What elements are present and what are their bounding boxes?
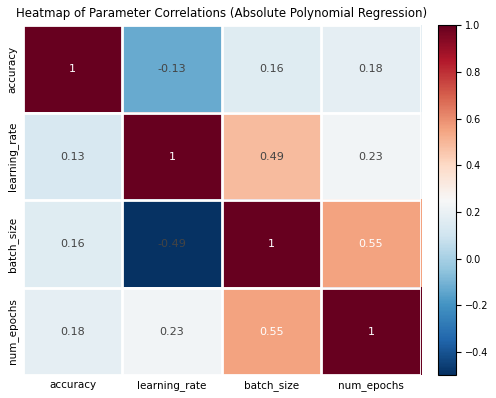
Text: 1: 1 (69, 64, 76, 74)
Text: 0.18: 0.18 (60, 326, 85, 337)
Text: 1: 1 (268, 239, 275, 249)
Text: 0.55: 0.55 (359, 239, 383, 249)
Text: 1: 1 (169, 152, 176, 162)
Text: 0.16: 0.16 (60, 239, 85, 249)
Text: -0.49: -0.49 (158, 239, 186, 249)
Text: 0.16: 0.16 (259, 64, 284, 74)
Text: -0.13: -0.13 (158, 64, 186, 74)
Text: 1: 1 (368, 326, 374, 337)
Text: 0.55: 0.55 (259, 326, 284, 337)
Text: 0.23: 0.23 (160, 326, 185, 337)
Text: 0.49: 0.49 (259, 152, 284, 162)
Text: 0.13: 0.13 (60, 152, 85, 162)
Title: Heatmap of Parameter Correlations (Absolute Polynomial Regression): Heatmap of Parameter Correlations (Absol… (16, 7, 427, 20)
Text: 0.23: 0.23 (359, 152, 383, 162)
Text: 0.18: 0.18 (359, 64, 383, 74)
